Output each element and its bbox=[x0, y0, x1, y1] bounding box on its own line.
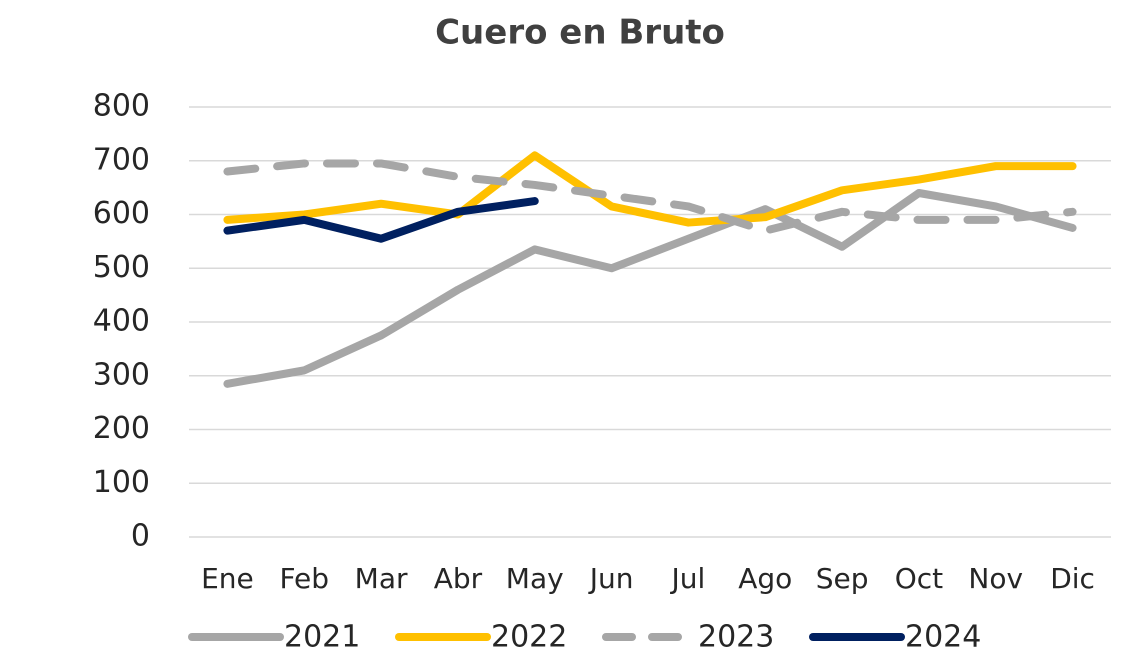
x-tick-label: Abr bbox=[434, 562, 483, 595]
x-tick-label: Ene bbox=[201, 562, 254, 595]
y-tick-label: 400 bbox=[93, 304, 150, 339]
y-tick-label: 300 bbox=[93, 357, 150, 392]
x-tick-label: May bbox=[506, 562, 564, 595]
legend-label: 2022 bbox=[491, 620, 567, 655]
legend-label: 2021 bbox=[284, 620, 360, 655]
legend-label: 2024 bbox=[905, 620, 981, 655]
y-tick-label: 600 bbox=[93, 196, 150, 231]
series-line bbox=[223, 151, 1077, 227]
x-tick-label: Jun bbox=[588, 562, 634, 595]
legend-label: 2023 bbox=[698, 620, 774, 655]
x-tick-label: Nov bbox=[968, 562, 1023, 595]
y-tick-label: 800 bbox=[93, 89, 150, 124]
x-tick-label: Sep bbox=[816, 562, 869, 595]
series-line bbox=[223, 159, 1077, 235]
x-tick-label: Mar bbox=[355, 562, 408, 595]
y-tick-label: 500 bbox=[93, 250, 150, 285]
y-tick-label: 200 bbox=[93, 411, 150, 446]
series-line bbox=[223, 189, 1077, 388]
y-tick-label: 0 bbox=[131, 519, 150, 554]
chart-title: Cuero en Bruto bbox=[435, 13, 725, 53]
x-tick-label: Feb bbox=[279, 562, 329, 595]
y-tick-label: 100 bbox=[93, 465, 150, 500]
x-tick-label: Jul bbox=[670, 562, 706, 595]
x-tick-label: Oct bbox=[895, 562, 943, 595]
x-tick-label: Ago bbox=[738, 562, 792, 595]
y-tick-label: 700 bbox=[93, 142, 150, 177]
x-tick-label: Dic bbox=[1050, 562, 1095, 595]
series-line bbox=[223, 197, 539, 243]
